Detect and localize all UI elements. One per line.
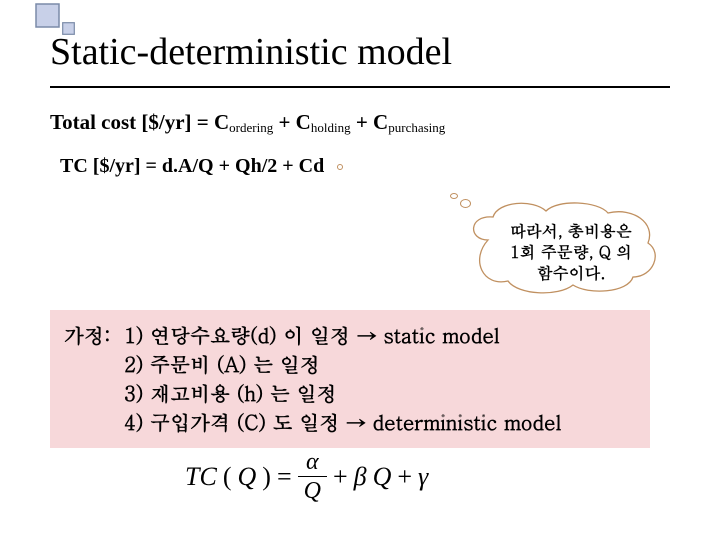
formula-lhs: TC bbox=[185, 462, 217, 492]
fraction: α Q bbox=[298, 450, 327, 503]
callout-line1: 따라서, 총비용은 bbox=[510, 219, 632, 242]
plus-icon: + bbox=[397, 462, 412, 492]
assumptions-content: 가정: 1) 연당수요량(d) 이 일정 → static model 2) 주… bbox=[64, 320, 636, 436]
callout-line2: 1회 주문량, Q 의 bbox=[510, 240, 632, 263]
formula-gamma: γ bbox=[418, 462, 428, 492]
callout-cloud: 따라서, 총비용은 1회 주문량, Q 의 함수이다. bbox=[448, 195, 668, 305]
assumptions-box: 가정: 1) 연당수요량(d) 이 일정 → static model 2) 주… bbox=[50, 310, 650, 448]
fraction-den: Q bbox=[298, 476, 327, 503]
assumption-item: 3) 재고비용 (h) 는 일정 bbox=[124, 378, 337, 407]
deco-square-large bbox=[35, 3, 60, 28]
equation-tc-expanded: TC [$/yr] = d.A/Q + Qh/2 + Cd bbox=[60, 155, 680, 178]
page-title: Static-deterministic model bbox=[50, 30, 680, 74]
eq1-sub2: holding bbox=[311, 120, 351, 135]
fraction-num: α bbox=[302, 450, 323, 476]
formula-arg: Q bbox=[237, 462, 256, 492]
callout-anchor-dot bbox=[337, 164, 343, 170]
assumption-item: 1) 연당수요량(d) 이 일정 → static model bbox=[124, 320, 500, 349]
equation-total-cost: Total cost [$/yr] = Cordering + Cholding… bbox=[50, 110, 680, 135]
formula-var: Q bbox=[373, 462, 392, 492]
paren-close: ) bbox=[262, 462, 271, 492]
assumption-item: 2) 주문비 (A) 는 일정 bbox=[124, 349, 320, 378]
eq1-sub1: ordering bbox=[229, 120, 273, 135]
callout-text: 따라서, 총비용은 1회 주문량, Q 의 함수이다. bbox=[486, 221, 656, 283]
callout-line3: 함수이다. bbox=[537, 261, 606, 284]
formula-beta: β bbox=[354, 462, 367, 492]
eq2-text: TC [$/yr] = d.A/Q + Qh/2 + Cd bbox=[60, 155, 324, 177]
assumptions-label: 가정: bbox=[64, 320, 111, 349]
eq1-plus1: + C bbox=[273, 110, 311, 134]
paren-open: ( bbox=[223, 462, 232, 492]
title-rule bbox=[50, 86, 670, 88]
formula-tc-q: TC(Q) = α Q + βQ + γ bbox=[185, 450, 428, 503]
assumptions-list: 1) 연당수요량(d) 이 일정 → static model 2) 주문비 (… bbox=[124, 320, 561, 436]
eq1-sub3: purchasing bbox=[388, 120, 445, 135]
eq1-lhs: Total cost [$/yr] = C bbox=[50, 110, 229, 134]
eq1-plus2: + C bbox=[351, 110, 389, 134]
equals-icon: = bbox=[277, 462, 292, 492]
plus-icon: + bbox=[333, 462, 348, 492]
assumption-item: 4) 구입가격 (C) 도 일정 → deterministic model bbox=[124, 407, 561, 436]
